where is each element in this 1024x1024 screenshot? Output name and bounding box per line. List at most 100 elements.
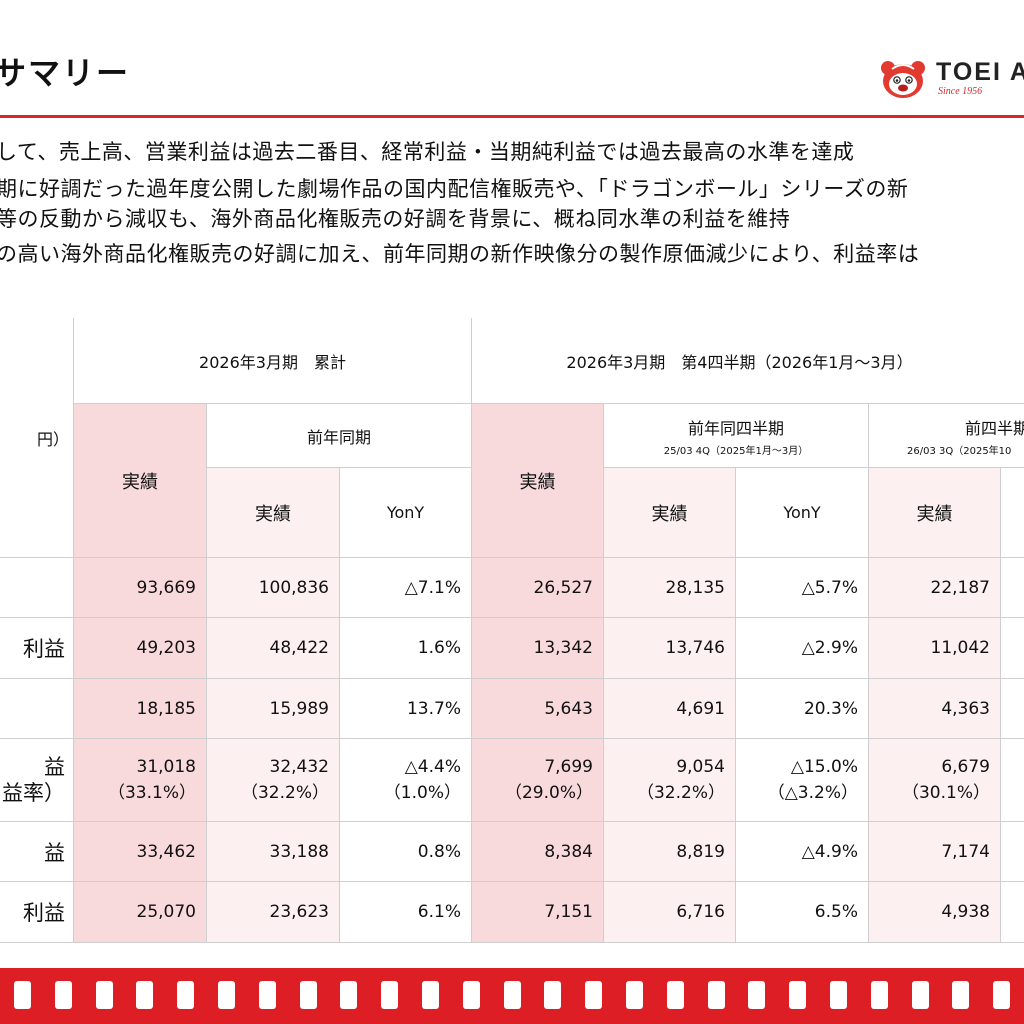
col-header-prior-quarter: 前四半期 26/03 3Q（2025年10 (869, 404, 1024, 468)
film-hole (871, 981, 888, 1009)
table-cell: 18,185 (74, 679, 207, 739)
table-cell: 6.1% (340, 882, 472, 943)
film-hole (177, 981, 194, 1009)
table-cell: 15,989 (207, 679, 340, 739)
row-label: 益 (0, 822, 74, 882)
film-hole (667, 981, 684, 1009)
table-cell: △2.9% (736, 618, 869, 679)
film-hole (340, 981, 357, 1009)
group-header-cumulative: 2026年3月期 累計 (74, 318, 472, 404)
table-cell: 4,938 (869, 882, 1001, 943)
film-hole (422, 981, 439, 1009)
table-cell (1001, 618, 1024, 679)
row-label: 利益 (0, 618, 74, 679)
film-hole (136, 981, 153, 1009)
table-cell: 25,070 (74, 882, 207, 943)
company-logo: TOEI A Since 1956 (878, 56, 1024, 102)
table-cell: 20.3% (736, 679, 869, 739)
col-header-prior-quarter-year: 前年同四半期 25/03 4Q（2025年1月～3月） (604, 404, 869, 468)
table-cell: 31,018 （33.1%） (74, 739, 207, 822)
table-cell: 49,203 (74, 618, 207, 679)
film-strip-footer (0, 968, 1024, 1024)
col-header-q-yony: YonY (736, 468, 869, 558)
film-hole (381, 981, 398, 1009)
row-label: 利益 (0, 882, 74, 943)
col-header-prior-q-actual: 実績 (604, 468, 736, 558)
film-hole (259, 981, 276, 1009)
table-cell: △4.9% (736, 822, 869, 882)
table-cell (1001, 558, 1024, 618)
bullet-line: 等の反動から減収も、海外商品化権販売の好調を背景に、概ね同水準の利益を維持 (0, 207, 791, 231)
col-header-actual-q4: 実績 (472, 404, 604, 558)
film-hole (300, 981, 317, 1009)
table-cell: 6.5% (736, 882, 869, 943)
mascot-cat-icon (881, 61, 925, 98)
unit-header-cell: 円） (0, 318, 74, 558)
table-cell: △7.1% (340, 558, 472, 618)
row-label: 益益率） (0, 739, 74, 822)
table-cell: 6,679 （30.1%） (869, 739, 1001, 822)
table-cell: 5,643 (472, 679, 604, 739)
table-cell: △4.4% （1.0%） (340, 739, 472, 822)
group-header-q4: 2026年3月期 第4四半期（2026年1月～3月） (472, 318, 1024, 404)
table-cell: △5.7% (736, 558, 869, 618)
logo-wordmark: TOEI A (936, 58, 1024, 86)
row-label (0, 558, 74, 618)
financial-summary-table: 円） 2026年3月期 累計 2026年3月期 第4四半期（2026年1月～3月… (0, 318, 1024, 944)
film-hole (708, 981, 725, 1009)
table-cell: 9,054 （32.2%） (604, 739, 736, 822)
film-hole (585, 981, 602, 1009)
logo-tagline: Since 1956 (938, 86, 983, 97)
film-hole (96, 981, 113, 1009)
table-cell: 4,363 (869, 679, 1001, 739)
film-hole (748, 981, 765, 1009)
table-cell: 6,716 (604, 882, 736, 943)
table-cell: 26,527 (472, 558, 604, 618)
col-header-extra (1001, 468, 1024, 558)
summary-bullets: して、売上高、営業利益は過去二番目、経常利益・当期純利益では過去最高の水準を達成… (0, 134, 1024, 272)
film-hole (504, 981, 521, 1009)
film-hole (789, 981, 806, 1009)
table-cell: 32,432 （32.2%） (207, 739, 340, 822)
table-cell (1001, 822, 1024, 882)
table-cell: 13,746 (604, 618, 736, 679)
col-header-prev-q-actual: 実績 (869, 468, 1001, 558)
bullet-line: 期に好調だった過年度公開した劇場作品の国内配信権販売や、「ドラゴンボール」シリー… (0, 177, 909, 201)
film-hole (912, 981, 929, 1009)
table-cell: 100,836 (207, 558, 340, 618)
row-label (0, 679, 74, 739)
film-hole (463, 981, 480, 1009)
page-title: サマリー (0, 54, 131, 92)
film-hole (993, 981, 1010, 1009)
film-hole (830, 981, 847, 1009)
table-cell: 1.6% (340, 618, 472, 679)
col-header-prior-year: 前年同期 (207, 404, 472, 468)
col-header-prior-actual: 実績 (207, 468, 340, 558)
table-cell: 13.7% (340, 679, 472, 739)
table-cell (1001, 739, 1024, 822)
table-cell: 8,819 (604, 822, 736, 882)
film-hole (55, 981, 72, 1009)
table-cell: 13,342 (472, 618, 604, 679)
table-cell: 7,151 (472, 882, 604, 943)
col-header-yony: YonY (340, 468, 472, 558)
table-cell: 7,699 （29.0%） (472, 739, 604, 822)
table-cell: △15.0% （△3.2%） (736, 739, 869, 822)
film-hole (14, 981, 31, 1009)
table-cell (1001, 882, 1024, 943)
film-hole (626, 981, 643, 1009)
table-cell: 8,384 (472, 822, 604, 882)
table-cell: 48,422 (207, 618, 340, 679)
table-cell: 93,669 (74, 558, 207, 618)
film-hole (952, 981, 969, 1009)
table-cell: 33,188 (207, 822, 340, 882)
film-hole (218, 981, 235, 1009)
table-cell: 28,135 (604, 558, 736, 618)
table-cell: 11,042 (869, 618, 1001, 679)
header-divider (0, 115, 1024, 118)
table-cell: 0.8% (340, 822, 472, 882)
table-cell: 22,187 (869, 558, 1001, 618)
film-hole (544, 981, 561, 1009)
bullet-line: して、売上高、営業利益は過去二番目、経常利益・当期純利益では過去最高の水準を達成 (0, 140, 855, 164)
unit-label: 円） (36, 429, 69, 449)
